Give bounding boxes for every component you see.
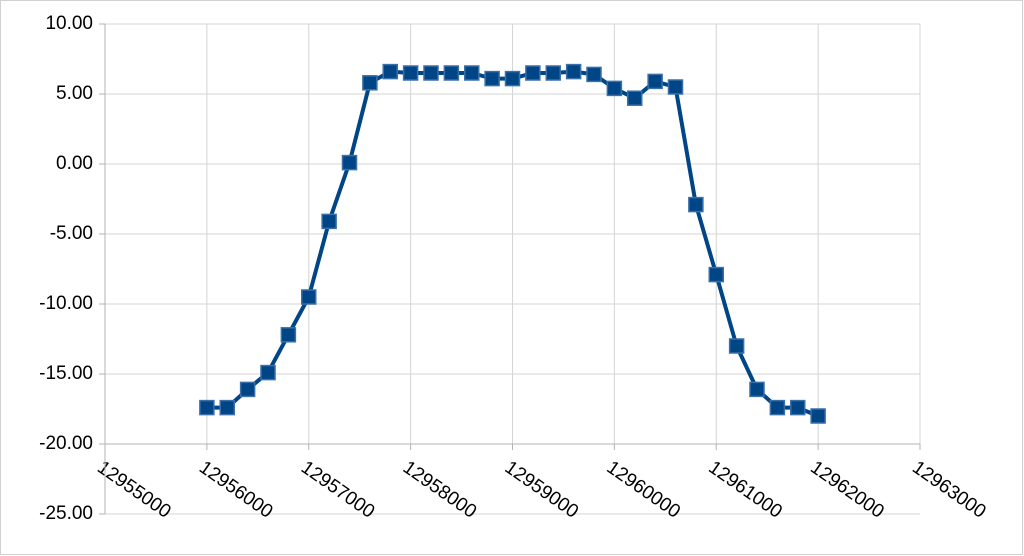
data-marker	[464, 65, 480, 81]
y-tick-label: 5.00	[56, 83, 93, 104]
data-marker	[260, 364, 276, 381]
y-tick-label: 10.00	[45, 13, 93, 34]
data-marker	[565, 63, 582, 80]
y-tick-label: -25.00	[39, 503, 93, 524]
data-marker	[484, 70, 500, 87]
data-marker	[545, 65, 561, 81]
data-marker	[301, 289, 317, 305]
data-marker	[362, 75, 378, 91]
y-tick-label: -5.00	[50, 223, 93, 244]
y-tick-label: -20.00	[39, 433, 93, 454]
data-marker	[280, 327, 297, 343]
data-marker	[504, 70, 521, 87]
data-marker	[402, 65, 419, 81]
y-tick-label: 0.00	[56, 153, 93, 174]
data-marker	[769, 399, 786, 416]
data-marker	[199, 399, 215, 416]
data-marker	[219, 399, 235, 416]
data-marker	[423, 65, 439, 81]
data-marker	[525, 65, 541, 81]
data-marker	[627, 90, 643, 106]
data-marker	[606, 80, 623, 97]
data-marker	[341, 154, 358, 171]
data-marker	[647, 73, 663, 90]
data-marker	[443, 65, 460, 81]
data-marker	[321, 213, 337, 230]
data-marker	[810, 408, 826, 424]
data-marker	[790, 399, 806, 416]
data-marker	[688, 196, 704, 213]
data-marker	[382, 63, 398, 80]
data-marker	[708, 266, 724, 283]
y-tick-label: -15.00	[39, 363, 93, 384]
data-marker	[728, 338, 745, 354]
data-marker	[586, 66, 602, 83]
y-tick-label: -10.00	[39, 293, 93, 314]
data-marker	[239, 381, 256, 398]
data-marker	[749, 381, 765, 398]
data-marker	[667, 79, 684, 95]
